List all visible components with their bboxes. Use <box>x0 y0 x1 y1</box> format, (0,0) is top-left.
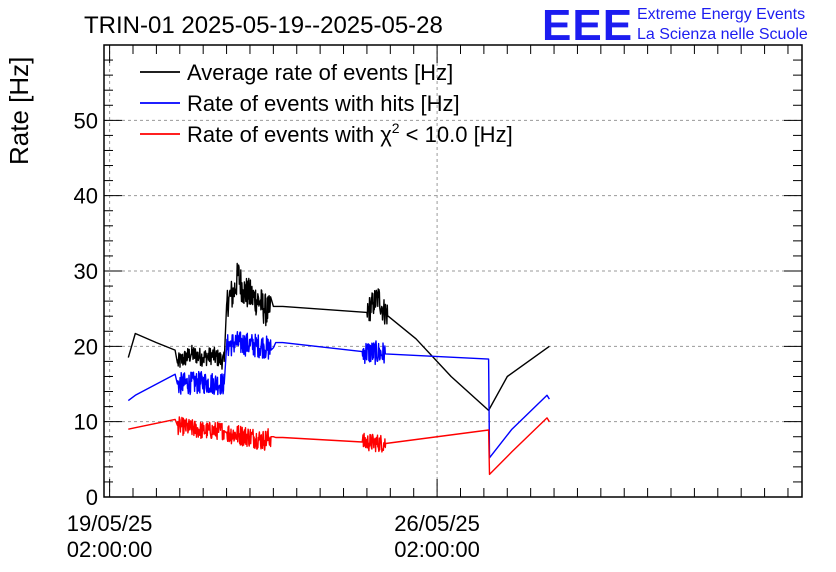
legend-label-0: Average rate of events [Hz] <box>187 60 453 85</box>
series-line-1 <box>127 331 550 459</box>
eee-logo: EEE Extreme Energy Events La Scienza nel… <box>542 1 808 50</box>
y-tick-label: 30 <box>74 259 98 284</box>
eee-logo-text: EEE <box>542 1 633 50</box>
y-tick-label: 40 <box>74 184 98 209</box>
x-tick-label-date: 26/05/25 <box>394 511 480 536</box>
legend: Average rate of events [Hz] Rate of event… <box>140 60 513 147</box>
brand-line-1: Extreme Energy Events <box>637 6 805 23</box>
x-tick-label-time: 02:00:00 <box>67 537 153 562</box>
series-group <box>127 262 550 476</box>
grid-lines <box>104 45 802 497</box>
chart-title: TRIN-01 2025-05-19--2025-05-28 <box>84 12 443 39</box>
x-tick-label-time: 02:00:00 <box>394 537 480 562</box>
y-tick-label: 50 <box>74 108 98 133</box>
brand-line-2: La Scienza nelle Scuole <box>637 26 808 43</box>
y-tick-labels: 0 10 20 30 40 50 <box>74 108 98 510</box>
axis-ticks <box>104 44 802 498</box>
y-axis-label: Rate [Hz] <box>4 57 34 165</box>
y-tick-label: 20 <box>74 334 98 359</box>
y-tick-label: 10 <box>74 410 98 435</box>
x-tick-label-date: 19/05/25 <box>67 511 153 536</box>
y-tick-label: 0 <box>86 485 98 510</box>
series-line-2 <box>128 416 550 476</box>
legend-label-1: Rate of events with hits [Hz] <box>187 91 460 116</box>
series-line-0 <box>127 262 550 412</box>
legend-label-2: Rate of events with χ2 < 10.0 [Hz] <box>187 120 513 147</box>
